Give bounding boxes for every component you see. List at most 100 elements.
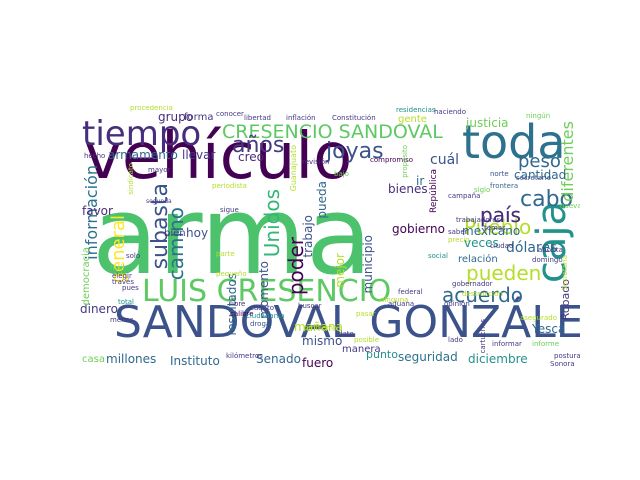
word-44: millones: [106, 352, 157, 366]
word-83: trabajadores: [456, 216, 501, 224]
word-28: justicia: [466, 116, 509, 130]
word-120: solo: [126, 252, 141, 260]
word-42: Senado: [256, 352, 301, 366]
word-117: parte: [216, 250, 235, 258]
word-59: mejor: [333, 253, 347, 288]
word-1: arma: [92, 174, 373, 299]
word-35: relación: [458, 254, 498, 265]
word-17: pueden: [466, 261, 542, 285]
word-69: libertad: [244, 114, 271, 122]
word-104: federal: [398, 288, 423, 296]
word-47: favor: [82, 204, 113, 218]
word-80: siglo: [474, 186, 491, 194]
word-91: ciudadanía: [246, 312, 285, 320]
word-101: campaña: [448, 192, 481, 200]
word-102: propósito: [401, 145, 409, 178]
word-32: dólares: [506, 240, 558, 256]
word-13: cabo: [520, 187, 574, 212]
word-85: mayor: [148, 166, 171, 174]
word-72: residencias: [396, 106, 436, 114]
word-57: pueda: [315, 181, 329, 219]
word-64: República: [429, 169, 439, 213]
word-55: bien: [164, 228, 186, 239]
word-121: pasar: [356, 310, 376, 318]
word-111: precio: [448, 236, 470, 244]
word-112: problema: [304, 324, 338, 332]
word-23: peso: [518, 151, 561, 172]
word-6: tiempo: [82, 114, 202, 154]
word-19: Unidos: [260, 189, 284, 258]
word-50: mismo: [302, 334, 343, 348]
word-125: Secretaría: [561, 255, 569, 291]
word-119: lado: [448, 336, 463, 344]
word-24: armamento: [108, 148, 178, 162]
word-68: Constitución: [332, 114, 376, 122]
word-63: creo: [238, 150, 264, 164]
word-2: vehículo: [84, 120, 353, 194]
word-79: secretario: [516, 174, 551, 182]
word-56: trabajo: [301, 215, 315, 258]
word-82: temas: [484, 224, 506, 232]
word-90: destrucción: [462, 290, 503, 298]
word-14: país: [480, 203, 521, 227]
word-62: cuál: [430, 152, 460, 168]
word-60: bienes: [388, 182, 428, 196]
word-16: Pueblo: [464, 215, 532, 239]
word-126: Sonora: [550, 360, 575, 368]
word-77: compromiso: [370, 156, 414, 164]
word-12: joyas: [326, 139, 384, 164]
word-31: veces: [464, 236, 499, 250]
word-106: cuánto: [250, 304, 275, 312]
word-cloud: arma vehículo SANDOVAL GONZÁLEZ LUIS CRESEN…: [80, 105, 580, 370]
word-58: municipio: [361, 235, 375, 294]
word-78: norte: [490, 170, 509, 178]
word-122: fusil: [110, 264, 125, 272]
word-96: postura: [554, 352, 580, 360]
word-105: ciudad: [490, 242, 514, 250]
word-5: toda: [462, 115, 566, 169]
word-39: diciembre: [468, 352, 528, 366]
word-25: grupo: [158, 110, 194, 124]
word-49: mañana: [294, 320, 343, 334]
word-81: frontera: [490, 182, 519, 190]
word-113: ninguna: [380, 296, 409, 304]
word-88: calibre: [230, 310, 254, 318]
word-89: opinión: [444, 300, 470, 308]
word-132: sindicato: [127, 163, 135, 195]
word-41: fuero: [302, 356, 334, 370]
word-75: procedencia: [130, 105, 173, 112]
word-94: través: [112, 278, 135, 286]
word-20: camino: [164, 207, 188, 281]
word-73: haciendo: [434, 108, 466, 116]
word-46: dinero: [80, 302, 118, 316]
word-124: pues: [122, 284, 139, 292]
word-22: diferentes: [558, 121, 577, 202]
word-109: Guanajuato: [289, 145, 298, 192]
word-38: seguridad: [398, 350, 458, 364]
word-4: LUIS CRESENCIO: [142, 274, 392, 309]
word-128: bajo: [334, 170, 349, 178]
word-84: gobernador: [452, 280, 493, 288]
word-48: democracia: [81, 247, 92, 306]
word-87: libre: [230, 300, 246, 308]
word-11: años: [232, 133, 285, 158]
word-43: Instituto: [170, 354, 220, 368]
word-71: conocer: [216, 110, 244, 118]
word-34: mexicano: [462, 224, 521, 238]
word-66: hecho: [84, 152, 106, 160]
word-115: cartuchos: [479, 319, 487, 354]
word-40: punto: [366, 348, 398, 361]
word-93: total: [118, 298, 135, 306]
word-74: ningún: [526, 112, 551, 120]
word-29: cantidad: [514, 168, 567, 182]
word-92: dato: [338, 330, 354, 338]
word-131: posible: [354, 336, 380, 344]
word-116: sigue: [220, 206, 239, 214]
word-67: segunda: [146, 198, 172, 205]
word-114: asegurado: [520, 314, 558, 322]
word-107: aduana: [388, 300, 415, 308]
word-118: menos: [110, 316, 134, 324]
word-51: manera: [342, 344, 381, 355]
word-130: saber: [448, 228, 468, 236]
word-108: buscar: [298, 302, 322, 310]
